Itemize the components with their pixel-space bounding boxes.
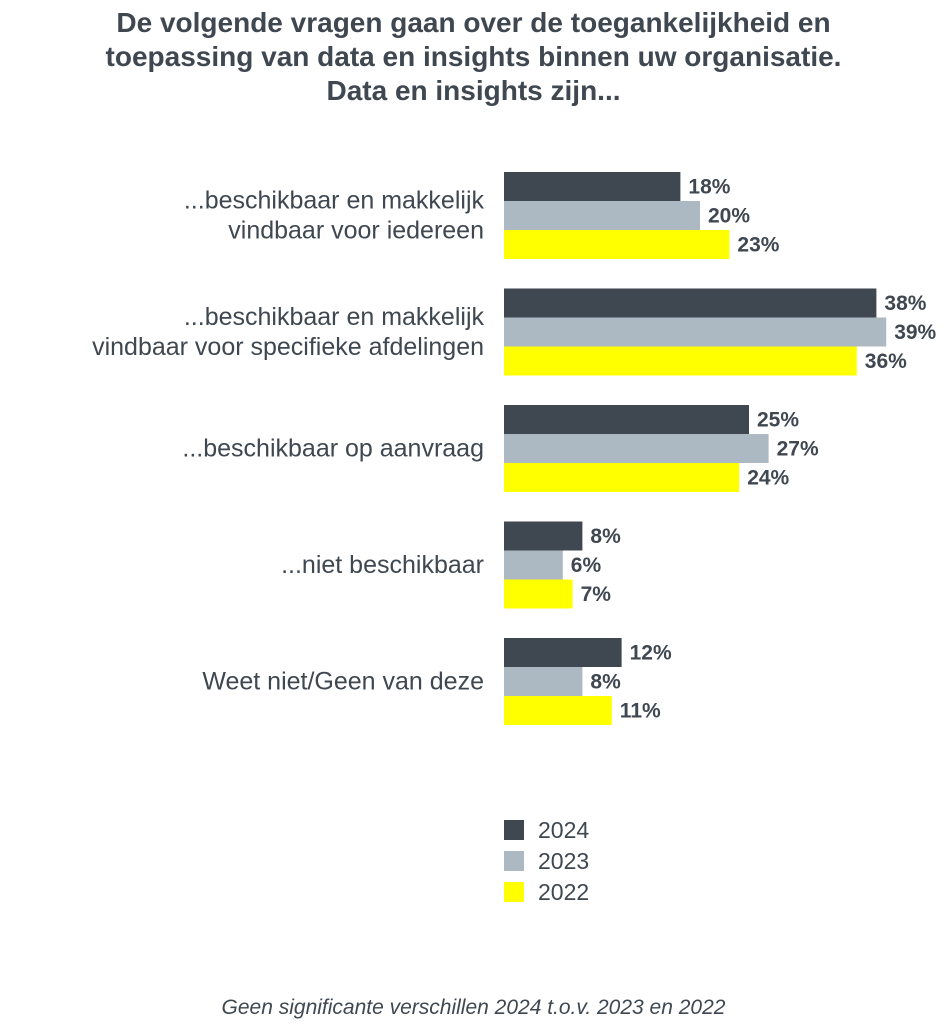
bar-2024: [504, 172, 681, 201]
bar-2023: [504, 201, 700, 230]
data-label: 18%: [688, 176, 730, 199]
data-label: 6%: [571, 554, 602, 577]
chart-title-line-1: De volgende vragen gaan over de toeganke…: [116, 7, 831, 38]
category-label-line: ...beschikbaar op aanvraag: [182, 435, 484, 463]
legend: 2024 2023 2022: [504, 817, 589, 905]
category-label-line: ...beschikbaar en makkelijk: [184, 303, 485, 331]
legend-swatch-2022: [504, 882, 524, 902]
category-label: Weet niet/Geen van deze: [202, 668, 484, 696]
category-label-line: vindbaar voor iedereen: [228, 217, 484, 245]
bar-2023: [504, 317, 887, 347]
chart-footnote: Geen significante verschillen 2024 t.o.v…: [221, 996, 726, 1019]
category-label-line: ...beschikbaar en makkelijk: [184, 187, 485, 215]
bar-2022: [504, 696, 612, 725]
bar-2024: [504, 288, 877, 318]
data-label: 20%: [708, 205, 750, 228]
bar-2022: [504, 346, 857, 376]
data-label: 36%: [865, 350, 907, 373]
bar-2024: [504, 405, 749, 434]
data-label: 38%: [884, 292, 926, 315]
bar-2023: [504, 434, 769, 463]
bar-2022: [504, 463, 740, 492]
chart-title-line-2: toepassing van data en insights binnen u…: [105, 41, 842, 72]
category-label-line: Weet niet/Geen van deze: [202, 668, 484, 696]
bar-2024: [504, 521, 583, 551]
bar-2023: [504, 667, 583, 696]
legend-swatch-2024: [504, 820, 524, 840]
data-label: 23%: [737, 234, 779, 257]
bar-2022: [504, 579, 573, 609]
data-label: 25%: [757, 409, 799, 432]
legend-swatch-2023: [504, 851, 524, 871]
bar-2022: [504, 230, 730, 259]
data-label: 7%: [581, 583, 612, 606]
data-label: 27%: [777, 438, 819, 461]
data-label: 8%: [590, 525, 621, 548]
data-label: 39%: [894, 321, 936, 344]
chart-title: De volgende vragen gaan over de toeganke…: [0, 6, 947, 108]
category-label: ...niet beschikbaar: [281, 551, 484, 579]
data-label: 12%: [630, 642, 672, 665]
data-label: 8%: [590, 671, 621, 694]
category-label-line: vindbaar voor specifieke afdelingen: [92, 333, 484, 361]
bar-2023: [504, 550, 563, 580]
category-label: ...beschikbaar op aanvraag: [182, 435, 484, 463]
bar-2024: [504, 638, 622, 667]
legend-label: 2023: [538, 848, 589, 874]
data-label: 24%: [747, 467, 789, 490]
category-label-line: ...niet beschikbaar: [281, 551, 484, 579]
legend-label: 2022: [538, 879, 589, 905]
legend-label: 2024: [538, 817, 589, 843]
chart-title-line-3: Data en insights zijn...: [326, 75, 621, 106]
data-label: 11%: [620, 700, 661, 723]
